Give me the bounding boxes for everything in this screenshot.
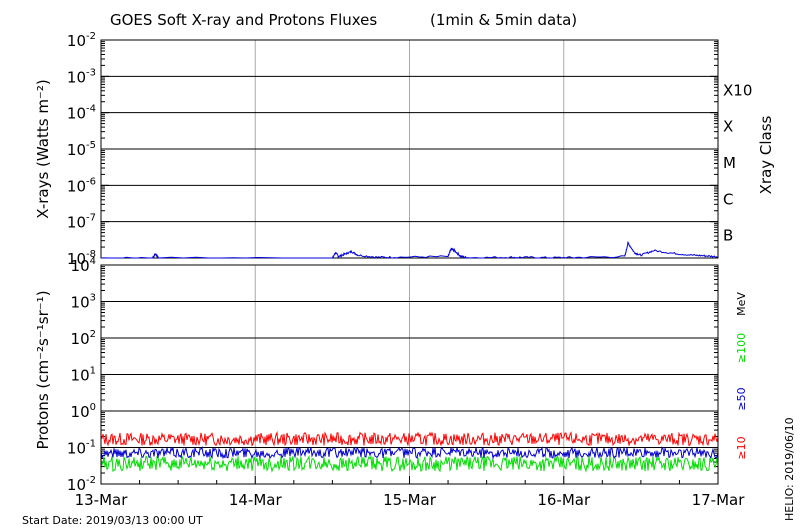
ge50-label: ≥50 [735,387,748,410]
x-tick-label: 16-Mar [537,491,591,509]
xray-panel: 10-2 10-3 10-4 10-5 10-6 10-7 10-8 X-rays (Watt… [34,31,775,268]
ge10-label: ≥10 [735,436,748,459]
y-tick-label: 10-2 [67,31,96,50]
x-axis: 13-Mar 14-Mar 15-Mar 16-Mar 17-Mar [75,476,746,509]
x-tick-label: 13-Mar [75,491,129,509]
y-tick-label: 10-1 [67,439,96,458]
y-tick-label: 10-8 [67,249,96,268]
xray-class-label: C [723,190,733,208]
xray-class-label: M [723,154,736,172]
proton-ge50-line [100,446,719,460]
y-tick-label: 10-2 [67,475,96,494]
y-tick-label: 10-7 [67,213,96,232]
xray-class-label: B [723,227,733,245]
y-tick-label: 100 [71,402,96,421]
panel-frame [100,39,719,259]
y-tick-label: 103 [71,293,96,312]
start-date-label: Start Date: 2019/03/13 00:00 UT [22,514,203,527]
chart-subtitle: (1min & 5min data) [430,11,577,29]
mev-label: MeV [735,292,748,316]
proton-y-axis-label: Protons (cm⁻²s⁻¹sr⁻¹) [34,290,52,449]
y-tick-label: 101 [71,366,96,385]
y-tick-label: 10-3 [67,67,96,86]
proton-ge100-line [100,454,719,474]
ge100-label: ≥100 [735,333,748,363]
y-tick-label: 104 [71,256,96,275]
helio-label: HELIO: 2019/06/10 [783,417,796,521]
xray-class-label: X [723,118,733,136]
xray-class-label: X10 [723,81,752,99]
x-tick-label: 15-Mar [383,491,437,509]
y-tick-label: 10-4 [67,104,96,123]
xray-y-axis-label: X-rays (Watts m⁻²) [34,79,52,218]
proton-ge10-line [100,430,719,447]
x-tick-label: 17-Mar [692,491,746,509]
y-tick-label: 10-6 [67,176,96,195]
proton-panel: 104 103 102 101 100 10-1 10-2 Protons (cm⁻²s⁻¹s… [34,256,748,494]
xray-series-line [100,240,719,260]
chart-title: GOES Soft X-ray and Protons Fluxes [110,11,377,29]
y-tick-label: 10-5 [67,140,96,159]
xray-class-axis-label: Xray Class [757,115,775,194]
y-tick-label: 102 [71,329,96,348]
x-tick-label: 14-Mar [229,491,283,509]
